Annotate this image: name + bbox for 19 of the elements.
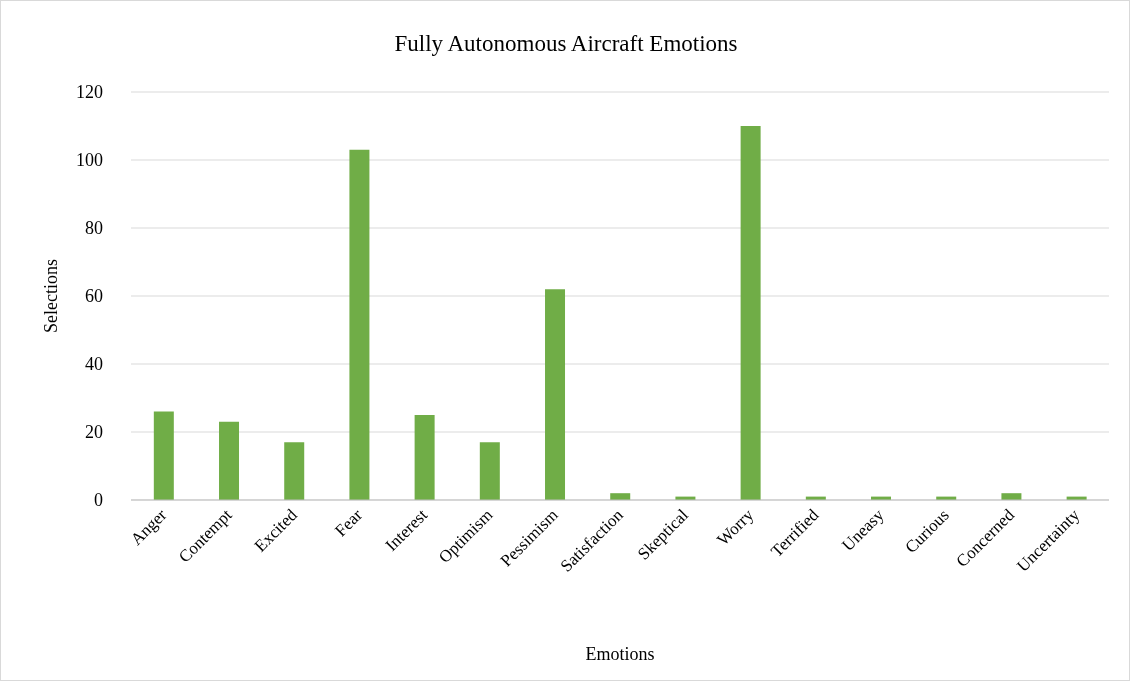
bar	[545, 289, 566, 500]
bar	[740, 126, 761, 500]
chart-title: Fully Autonomous Aircraft Emotions	[393, 31, 739, 57]
x-tick-label: Fear	[331, 505, 367, 541]
y-tick-label: 120	[76, 82, 103, 103]
y-tick-label: 40	[85, 354, 103, 375]
y-tick-label: 60	[85, 286, 103, 307]
bar	[219, 421, 240, 500]
bar	[479, 442, 500, 500]
bar	[284, 442, 305, 500]
x-axis-title: Emotions	[585, 644, 655, 664]
y-axis-title: Selections	[41, 259, 62, 333]
y-tick-label: 100	[76, 150, 103, 171]
y-tick-label: 80	[85, 218, 103, 239]
bar	[414, 415, 435, 500]
bar	[349, 149, 370, 500]
y-tick-label: 0	[94, 490, 103, 511]
bar	[153, 411, 174, 500]
y-tick-label: 20	[85, 422, 103, 443]
